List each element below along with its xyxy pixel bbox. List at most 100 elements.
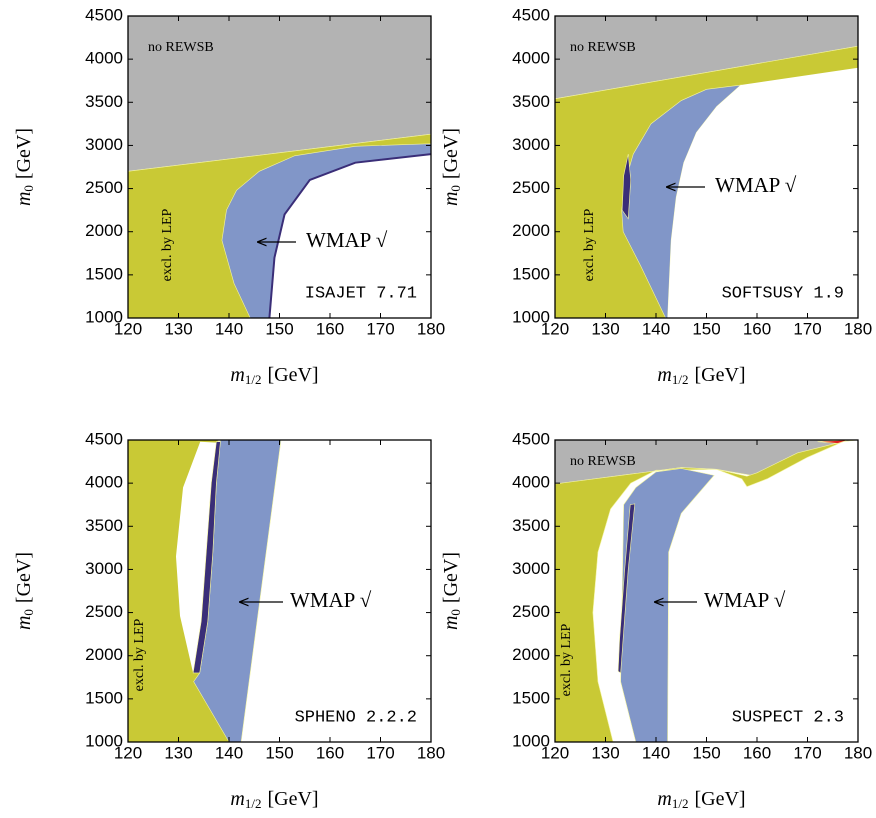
x-tick-label: 140 [215,319,243,338]
x-tick-label: 150 [692,743,720,762]
x-tick-label: 180 [417,743,445,762]
program-label: SOFTSUSY 1.9 [722,284,844,303]
y-axis-label: m0 [GeV] [440,128,463,206]
x-tick-label: 120 [541,319,569,338]
boundary-line [268,153,431,318]
annotation: no REWSB [570,40,636,55]
plot-area [128,16,431,318]
x-tick-label: 130 [164,743,192,762]
region [192,441,221,674]
x-axis-label: m1/2 [GeV] [230,364,318,387]
x-axis-sub: 1/2 [245,372,262,387]
region [817,440,848,444]
x-tick-label: 160 [743,743,771,762]
x-axis-label: m1/2 [GeV] [657,364,745,387]
x-axis-unit: [GeV] [267,364,318,386]
y-tick-label: 4000 [85,49,123,68]
plot-area [555,440,858,742]
y-axis-unit: [GeV] [13,128,35,179]
y-tick-label: 2500 [85,602,123,621]
annotation: excl. by LEP [559,623,574,696]
region [620,468,715,742]
program-label: SUSPECT 2.3 [732,708,844,727]
annotation: WMAP √ [306,228,388,252]
x-tick-label: 130 [591,743,619,762]
y-tick-label: 3500 [512,516,550,535]
x-axis-label: m1/2 [GeV] [657,788,745,811]
annotation: no REWSB [148,40,214,55]
x-tick-label: 140 [215,743,243,762]
y-tick-label: 2000 [512,221,550,240]
y-tick-label: 3500 [512,92,550,111]
y-axis-sub: 0 [21,609,36,616]
y-axis-label: m0 [GeV] [440,552,463,630]
y-tick-label: 2500 [512,602,550,621]
y-tick-label: 4000 [512,473,550,492]
x-tick-label: 150 [265,319,293,338]
y-tick-label: 2000 [85,645,123,664]
region [621,153,632,220]
y-tick-label: 4500 [85,429,123,448]
y-axis-unit: [GeV] [440,552,462,603]
annotation: WMAP √ [715,173,797,197]
y-tick-label: 2000 [85,221,123,240]
y-tick-label: 3000 [512,559,550,578]
x-tick-label: 160 [743,319,771,338]
y-tick-label: 3000 [85,135,123,154]
plot-area [555,16,858,318]
y-axis-var: m [440,616,462,630]
region [555,16,858,100]
x-tick-label: 130 [591,319,619,338]
annotation: excl. by LEP [160,208,175,281]
region [716,441,843,487]
y-axis-var: m [13,616,35,630]
x-axis-var: m [657,788,671,810]
x-tick-label: 180 [844,743,872,762]
region [667,67,858,318]
y-tick-label: 3000 [512,135,550,154]
y-tick-label: 1500 [512,264,550,283]
program-label: SPHENO 2.2.2 [295,708,417,727]
program-label: ISAJET 7.71 [305,284,417,303]
y-tick-label: 1000 [85,307,123,326]
x-tick-label: 120 [541,743,569,762]
x-axis-sub: 1/2 [672,372,689,387]
y-tick-label: 4000 [512,49,550,68]
x-axis-unit: [GeV] [694,788,745,810]
y-tick-label: 2500 [512,178,550,197]
x-tick-label: 180 [417,319,445,338]
y-axis-unit: [GeV] [13,552,35,603]
y-tick-label: 1500 [85,688,123,707]
x-tick-label: 150 [265,743,293,762]
y-axis-label: m0 [GeV] [13,128,36,206]
region [175,441,217,673]
x-axis-var: m [230,364,244,386]
x-axis-var: m [230,788,244,810]
y-tick-label: 4500 [512,429,550,448]
x-axis-sub: 1/2 [245,796,262,811]
y-tick-label: 4000 [85,473,123,492]
y-tick-label: 3500 [85,92,123,111]
annotation: WMAP √ [704,588,786,612]
annotation: WMAP √ [290,588,372,612]
region [128,16,431,172]
x-axis-unit: [GeV] [694,364,745,386]
annotation: excl. by LEP [132,618,147,691]
y-tick-label: 1000 [512,307,550,326]
x-tick-label: 140 [642,319,670,338]
y-tick-label: 1000 [85,731,123,750]
x-tick-label: 150 [692,319,720,338]
x-axis-label: m1/2 [GeV] [230,788,318,811]
x-tick-label: 140 [642,743,670,762]
x-tick-label: 120 [114,743,142,762]
y-tick-label: 4500 [85,5,123,24]
y-tick-label: 3500 [85,516,123,535]
y-tick-label: 1000 [512,731,550,750]
y-tick-label: 1500 [512,688,550,707]
x-tick-label: 130 [164,319,192,338]
y-axis-var: m [13,192,35,206]
y-tick-label: 1500 [85,264,123,283]
y-tick-label: 3000 [85,559,123,578]
y-axis-unit: [GeV] [440,128,462,179]
